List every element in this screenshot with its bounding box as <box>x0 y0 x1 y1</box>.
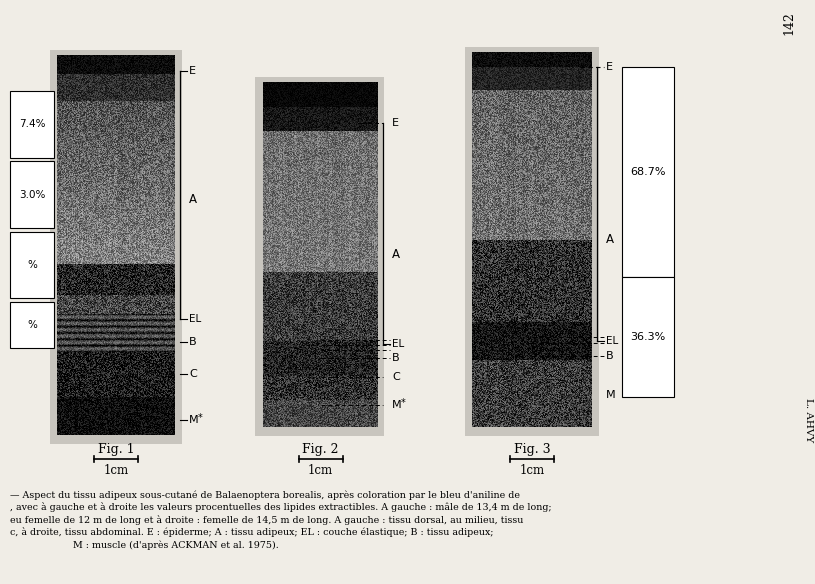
Text: E: E <box>189 66 196 76</box>
Text: 36.3%: 36.3% <box>630 332 666 342</box>
Text: L. AHVY: L. AHVY <box>804 398 813 442</box>
Text: %: % <box>27 320 37 330</box>
Bar <box>465 47 599 436</box>
Text: M: M <box>189 415 199 425</box>
Text: — Aspect du tissu adipeux sous-cutané de Balaenoptera borealis, après coloration: — Aspect du tissu adipeux sous-cutané de… <box>10 490 520 499</box>
Text: 142: 142 <box>782 11 795 35</box>
Text: EL: EL <box>189 314 201 324</box>
Text: M: M <box>392 399 402 409</box>
Bar <box>10 232 54 298</box>
Text: 1cm: 1cm <box>308 464 333 477</box>
Text: *: * <box>198 413 203 423</box>
Text: %: % <box>27 260 37 270</box>
Text: 68.7%: 68.7% <box>630 167 666 177</box>
Text: C: C <box>392 372 399 382</box>
Text: 1cm: 1cm <box>104 464 129 477</box>
Text: Fig. 1: Fig. 1 <box>98 443 134 456</box>
Text: *: * <box>401 398 406 408</box>
Text: 7.4%: 7.4% <box>19 119 46 129</box>
Text: B: B <box>392 353 399 363</box>
Bar <box>622 277 674 397</box>
Text: Fig. 3: Fig. 3 <box>513 443 550 456</box>
Text: Fig. 2: Fig. 2 <box>302 443 339 456</box>
Bar <box>255 77 384 436</box>
Text: eu femelle de 12 m de long et à droite : femelle de 14,5 m de long. A gauche : t: eu femelle de 12 m de long et à droite :… <box>10 515 523 525</box>
Text: A: A <box>189 193 197 206</box>
Text: E: E <box>392 119 399 128</box>
Bar <box>622 67 674 277</box>
Text: M : muscle (d'après ACKMAN et al. 1975).: M : muscle (d'après ACKMAN et al. 1975). <box>10 540 279 550</box>
Bar <box>10 161 54 228</box>
Text: 1cm: 1cm <box>519 464 544 477</box>
Text: B: B <box>189 337 196 347</box>
Text: , avec à gauche et à droite les valeurs procentuelles des lipides extractibles. : , avec à gauche et à droite les valeurs … <box>10 502 552 512</box>
Bar <box>10 91 54 158</box>
Text: C: C <box>189 369 196 379</box>
Text: EL: EL <box>392 339 404 349</box>
Text: E: E <box>606 62 613 72</box>
Text: M: M <box>606 390 615 400</box>
Bar <box>50 50 182 444</box>
Text: A: A <box>606 233 614 246</box>
Text: c, à droite, tissu abdominal. E : épiderme; A : tissu adipeux; EL : couche élast: c, à droite, tissu abdominal. E : épider… <box>10 527 494 537</box>
Text: A: A <box>392 248 400 261</box>
Text: EL: EL <box>606 336 619 346</box>
Text: 3.0%: 3.0% <box>19 190 45 200</box>
Bar <box>10 302 54 347</box>
Text: B: B <box>606 351 614 361</box>
